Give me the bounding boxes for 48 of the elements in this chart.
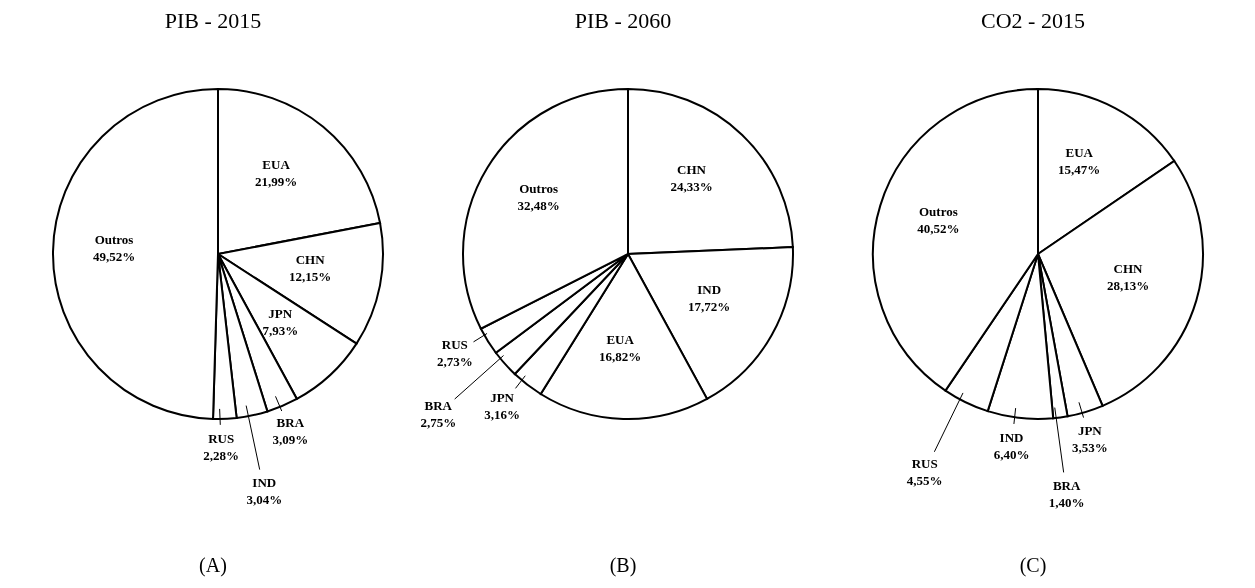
slice-label: CHN [1113,260,1144,276]
slice-label: Outros [519,181,558,197]
slice-label: EUA [1065,145,1094,161]
slice-label: CHN [295,251,326,267]
data-label: 3,04% [246,492,283,508]
slice-label: EUA [606,331,635,347]
slice-label: RUS [441,337,468,353]
chart-title: CO2 - 2015 [980,8,1086,34]
slice-label: BRA [276,415,305,431]
slice-label: JPN [490,389,515,405]
data-label: 3,09% [272,432,309,448]
slice-label: RUS [208,430,235,446]
data-label: 4,55% [906,472,943,488]
data-label: 21,99% [254,173,298,189]
chart-title: PIB - 2015 [163,8,263,34]
data-label: 7,93% [262,322,299,338]
data-label: 15,47% [1058,162,1101,178]
data-label: 3,53% [1071,439,1108,455]
data-label: 28,13% [1106,277,1150,293]
data-label: 17,72% [688,298,731,314]
slice-label: EUA [262,156,291,172]
chart-title: PIB - 2060 [573,8,673,34]
data-label: 16,82% [598,348,642,364]
slice-label: JPN [268,305,293,321]
text: (B) [608,554,638,577]
slice-label: CHN [677,161,707,177]
slice-label: RUS [911,455,938,471]
slice-label: IND [999,429,1024,445]
slice-label: BRA [424,397,453,413]
slice-label: IND [697,281,722,297]
slice-label: Outros [94,231,134,247]
data-label: 24,33% [670,178,713,194]
slice-label: BRA [1052,478,1081,494]
slice-label: Outros [918,203,958,219]
data-label: 49,52% [92,248,136,264]
data-label: 2,28% [203,447,240,463]
data-label: 2,75% [420,414,457,430]
data-label: 40,52% [917,220,960,236]
data-label: 3,16% [484,406,520,422]
text: (A) [198,554,228,577]
slice-label: JPN [1077,422,1103,438]
data-label: 2,73% [436,354,473,370]
slice-label: IND [252,475,277,491]
data-label: 1,40% [1048,495,1085,511]
data-label: 6,40% [993,446,1030,462]
data-label: 32,48% [517,198,560,214]
text: (C) [1018,554,1048,577]
data-label: 12,15% [289,268,332,284]
